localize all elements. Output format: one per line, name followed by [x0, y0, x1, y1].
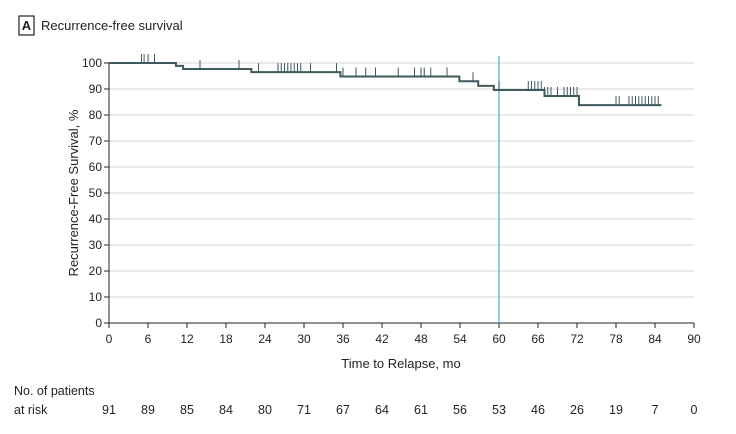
x-tick-label: 84 [648, 332, 662, 346]
y-tick-label: 20 [89, 264, 103, 278]
risk-count: 26 [570, 403, 584, 417]
censor-marks [141, 54, 659, 107]
x-tick-label: 48 [414, 332, 428, 346]
x-tick-label: 66 [531, 332, 545, 346]
x-tick-label: 30 [297, 332, 311, 346]
y-tick-label: 60 [89, 160, 103, 174]
risk-counts: 91 89 85 84 80 71 67 64 61 56 53 46 26 19 7 0 [102, 403, 697, 417]
x-tick-label: 36 [336, 332, 350, 346]
panel-letter: A [22, 18, 32, 33]
risk-count: 53 [492, 403, 506, 417]
x-tick-label: 24 [258, 332, 272, 346]
risk-count: 84 [219, 403, 233, 417]
x-tick-label: 54 [453, 332, 467, 346]
y-tick-label: 40 [89, 212, 103, 226]
risk-count: 89 [141, 403, 155, 417]
y-axis-title: Recurrence-Free Survival, % [66, 109, 81, 276]
x-tick-label: 60 [492, 332, 506, 346]
x-tick-label: 0 [106, 332, 113, 346]
y-tick-label: 0 [95, 316, 102, 330]
y-tick-label: 80 [89, 108, 103, 122]
survival-curve [109, 62, 662, 107]
y-tick-label: 70 [89, 134, 103, 148]
risk-label-line2: at risk [14, 403, 48, 417]
risk-label-line1: No. of patients [14, 384, 95, 398]
risk-count: 85 [180, 403, 194, 417]
x-tick-label: 42 [375, 332, 389, 346]
risk-count: 0 [691, 403, 698, 417]
x-tick-label: 6 [145, 332, 152, 346]
y-tick-label: 30 [89, 238, 103, 252]
y-tick-label: 100 [82, 56, 102, 70]
risk-count: 46 [531, 403, 545, 417]
risk-count: 56 [453, 403, 467, 417]
risk-count: 64 [375, 403, 389, 417]
panel-letter-box [18, 15, 35, 36]
x-tick-label: 78 [609, 332, 623, 346]
risk-count: 80 [258, 403, 272, 417]
risk-count: 67 [336, 403, 350, 417]
gridlines [109, 62, 694, 298]
risk-count: 61 [414, 403, 428, 417]
risk-count: 19 [609, 403, 623, 417]
risk-count: 71 [297, 403, 311, 417]
risk-count: 7 [652, 403, 659, 417]
x-tick-labels: 0 6 12 18 24 30 36 42 48 54 60 66 72 78 84 90 [106, 332, 701, 346]
risk-count: 91 [102, 403, 116, 417]
x-tick-label: 18 [219, 332, 233, 346]
y-tick-label: 10 [89, 290, 103, 304]
y-tick-labels: 0 10 20 30 40 50 60 70 80 90 100 [82, 56, 102, 330]
axes [104, 62, 695, 328]
y-tick-label: 90 [89, 82, 103, 96]
x-tick-label: 72 [570, 332, 584, 346]
x-tick-label: 12 [180, 332, 194, 346]
y-tick-label: 50 [89, 186, 103, 200]
x-axis-title: Time to Relapse, mo [341, 356, 460, 371]
x-tick-label: 90 [687, 332, 701, 346]
survival-curve-layer [109, 62, 662, 107]
panel-title: Recurrence-free survival [41, 18, 183, 33]
